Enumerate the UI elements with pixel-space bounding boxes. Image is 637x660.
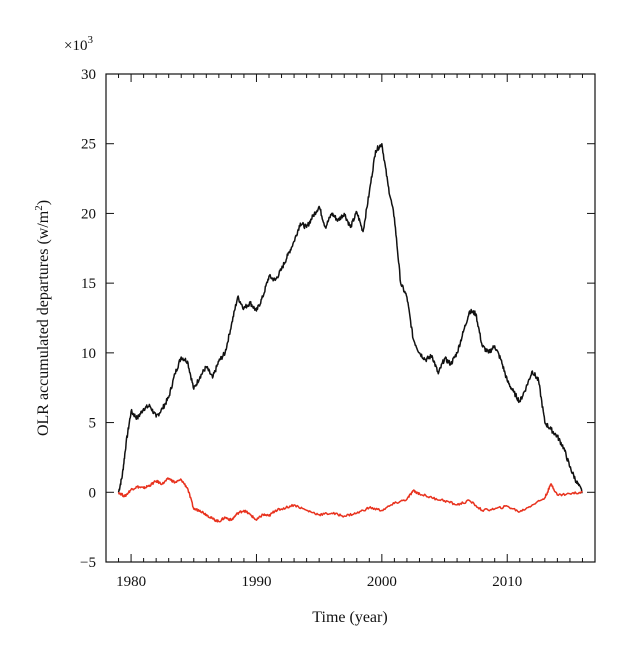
x-tick-label: 1990 bbox=[241, 574, 271, 590]
y-axis-label-superscript: 2 bbox=[33, 205, 45, 211]
x-tick-label: 2010 bbox=[492, 574, 522, 590]
plot-frame bbox=[105, 73, 596, 563]
y-tick-label: 10 bbox=[81, 346, 96, 362]
y-multiplier-base: ×10 bbox=[64, 38, 87, 54]
y-tick-label: 0 bbox=[89, 485, 97, 501]
y-tick-label: 30 bbox=[81, 67, 96, 83]
y-multiplier: ×103 bbox=[64, 34, 93, 54]
y-tick-label: 20 bbox=[81, 206, 96, 222]
series-group bbox=[117, 142, 583, 523]
series-line-red bbox=[117, 477, 583, 523]
series-line-black bbox=[117, 142, 583, 494]
y-axis-label-close: ) bbox=[35, 200, 52, 205]
x-tick-label: 1980 bbox=[116, 574, 146, 590]
y-multiplier-exponent: 3 bbox=[87, 34, 93, 46]
axis-ticks: 1980 1990 2000 2010 −5 0 5 10 15 20 25 30 bbox=[80, 67, 596, 590]
y-axis-label: OLR accumulated departures (w/m2) bbox=[33, 200, 52, 436]
x-axis-label: Time (year) bbox=[312, 609, 387, 626]
y-axis-label-main: OLR accumulated departures (w/m bbox=[35, 210, 52, 436]
y-tick-label: −5 bbox=[80, 555, 96, 571]
x-tick-label: 2000 bbox=[367, 574, 397, 590]
y-tick-label: 15 bbox=[81, 276, 96, 292]
y-tick-label: 5 bbox=[89, 416, 97, 432]
y-tick-label: 25 bbox=[81, 137, 96, 153]
